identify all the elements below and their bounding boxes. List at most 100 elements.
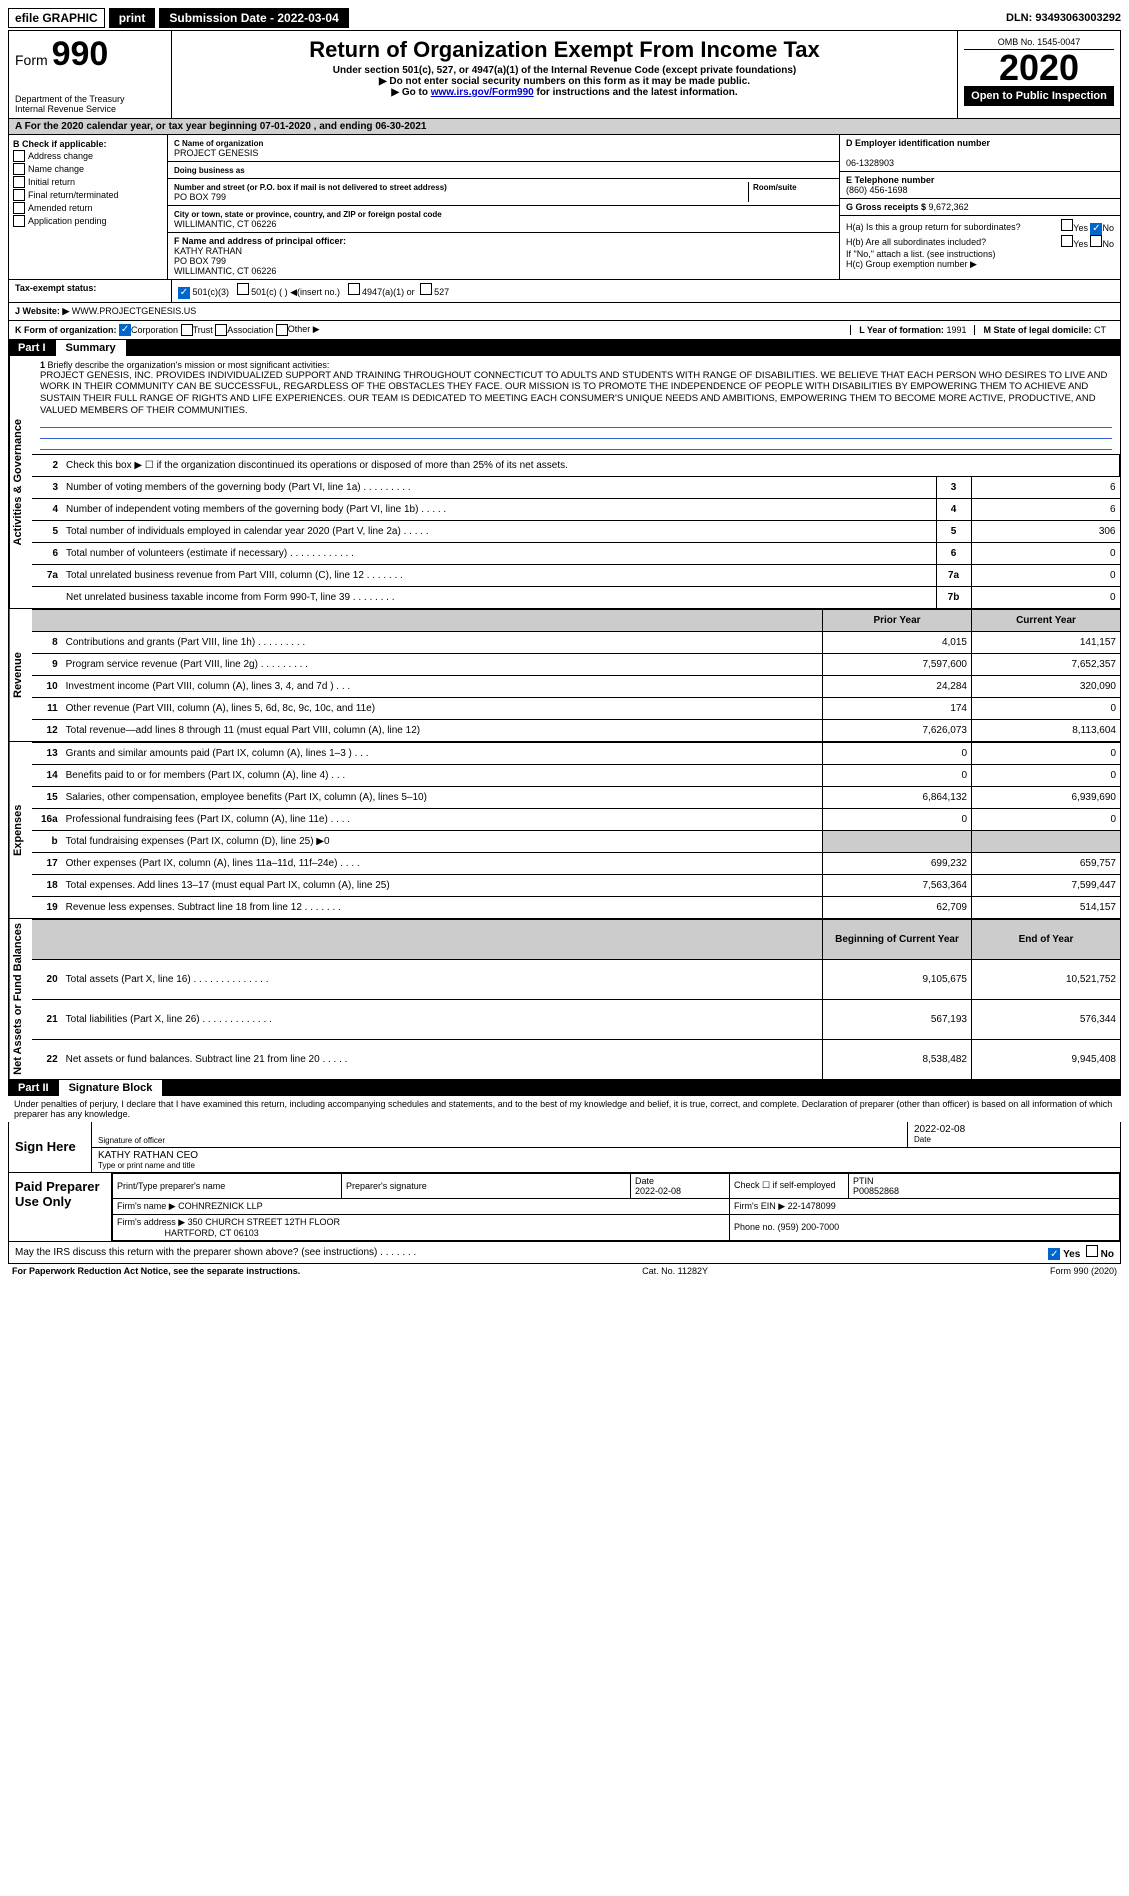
sig-date-label: Date [914,1135,1114,1144]
form-title: Return of Organization Exempt From Incom… [178,37,951,63]
subtitle-1: Under section 501(c), 527, or 4947(a)(1)… [178,65,951,76]
discuss-no[interactable] [1086,1245,1098,1257]
c-name-label: C Name of organization [174,139,263,148]
sig-officer-label: Signature of officer [98,1136,901,1145]
sign-here-label: Sign Here [9,1122,92,1172]
header-mid: Return of Organization Exempt From Incom… [172,31,958,118]
side-exp: Expenses [9,742,32,918]
chk-corp[interactable]: ✓ [119,324,131,336]
table-row: 20Total assets (Part X, line 16) . . . .… [32,960,1120,1000]
sig-name-title: KATHY RATHAN CEO [98,1150,1114,1161]
f-label: F Name and address of principal officer: [174,236,346,246]
table-row: 14Benefits paid to or for members (Part … [32,765,1120,787]
chk-initial-return[interactable] [13,176,25,188]
print-button[interactable]: print [109,8,156,28]
netassets-table: Beginning of Current YearEnd of Year20To… [32,919,1120,1079]
table-row: 3Number of voting members of the governi… [32,477,1120,499]
open-public-badge: Open to Public Inspection [964,86,1114,106]
status-label: Tax-exempt status: [15,283,96,293]
chk-address-change[interactable] [13,150,25,162]
ha-no[interactable]: ✓ [1090,223,1102,235]
part2-header: Part II Signature Block [8,1080,1121,1096]
firm-addr2: HARTFORD, CT 06103 [165,1228,259,1238]
table-row: 15Salaries, other compensation, employee… [32,787,1120,809]
table-row: 2Check this box ▶ ☐ if the organization … [32,455,1120,477]
hb-no[interactable] [1090,235,1102,247]
prep-date: 2022-02-08 [635,1186,681,1196]
netassets-section: Net Assets or Fund Balances Beginning of… [8,919,1121,1080]
header-right: OMB No. 1545-0047 2020 Open to Public In… [958,31,1120,118]
entity-right: D Employer identification number 06-1328… [839,135,1120,279]
room-label: Room/suite [753,183,797,192]
l-label: L Year of formation: [859,325,946,335]
website-label: J Website: ▶ [15,306,69,317]
type-label: Type or print name and title [98,1161,1114,1170]
blue-line [40,417,1112,428]
chk-name-change[interactable] [13,163,25,175]
line1-num: 1 [40,360,45,370]
form-header: Form 990 Department of the Treasury Inte… [8,30,1121,119]
prep-name-hdr: Print/Type preparer's name [113,1173,342,1198]
form990-link[interactable]: www.irs.gov/Form990 [431,87,534,98]
submission-date-button[interactable]: Submission Date - 2022-03-04 [159,8,348,28]
dln-label: DLN: 93493063003292 [1006,12,1121,24]
chk-501c[interactable] [237,283,249,295]
g-gross-label: G Gross receipts $ [846,202,929,212]
street-value: PO BOX 799 [174,192,226,202]
chk-501c3[interactable]: ✓ [178,287,190,299]
part2-num: Part II [8,1080,59,1096]
irs-label: Internal Revenue Service [15,104,165,114]
chk-final-return[interactable] [13,189,25,201]
governance-table: 2Check this box ▶ ☐ if the organization … [32,454,1120,608]
side-net: Net Assets or Fund Balances [9,919,32,1079]
city-value: WILLIMANTIC, CT 06226 [174,219,276,229]
table-row: 12Total revenue—add lines 8 through 11 (… [32,720,1120,742]
check-if-label: B Check if applicable: [13,139,163,149]
website-url: WWW.PROJECTGENESIS.US [72,306,197,316]
hb-yes[interactable] [1061,235,1073,247]
table-row: 5Total number of individuals employed in… [32,521,1120,543]
street-label: Number and street (or P.O. box if mail i… [174,183,447,192]
city-label: City or town, state or province, country… [174,210,442,219]
chk-527[interactable] [420,283,432,295]
h-note: If "No," attach a list. (see instruction… [846,249,1114,259]
chk-app-pending[interactable] [13,215,25,227]
table-hdr: Beginning of Current YearEnd of Year [32,920,1120,960]
discuss-row: May the IRS discuss this return with the… [8,1242,1121,1265]
dept-label: Department of the Treasury [15,94,165,104]
part2-title: Signature Block [59,1080,163,1096]
table-row: 22Net assets or fund balances. Subtract … [32,1040,1120,1079]
form-label: Form [15,52,48,68]
footer-row: For Paperwork Reduction Act Notice, see … [8,1264,1121,1278]
period-bar: A For the 2020 calendar year, or tax yea… [8,119,1121,135]
table-row: 18Total expenses. Add lines 13–17 (must … [32,875,1120,897]
prep-sig-hdr: Preparer's signature [342,1173,631,1198]
part1-header: Part I Summary [8,340,1121,356]
governance-section: Activities & Governance 1 Briefly descri… [8,356,1121,610]
firm-name: COHNREZNICK LLP [178,1201,263,1211]
table-row: 7aTotal unrelated business revenue from … [32,565,1120,587]
entity-mid: C Name of organization PROJECT GENESIS D… [168,135,839,279]
sign-here-block: Sign Here Signature of officer 2022-02-0… [8,1122,1121,1173]
chk-4947[interactable] [348,283,360,295]
chk-amended[interactable] [13,202,25,214]
discuss-yes[interactable]: ✓ [1048,1248,1060,1260]
chk-other[interactable] [276,324,288,336]
pra-notice: For Paperwork Reduction Act Notice, see … [12,1266,300,1276]
ptin-value: P00852868 [853,1186,899,1196]
table-row: 17Other expenses (Part IX, column (A), l… [32,853,1120,875]
org-name: PROJECT GENESIS [174,148,258,158]
website-row: J Website: ▶ WWW.PROJECTGENESIS.US [8,303,1121,321]
side-gov: Activities & Governance [9,356,32,609]
hb-label: H(b) Are all subordinates included? [846,237,1061,247]
form-ref: Form 990 (2020) [1050,1266,1117,1276]
chk-assoc[interactable] [215,324,227,336]
chk-trust[interactable] [181,324,193,336]
cat-no: Cat. No. 11282Y [642,1266,708,1276]
header-left: Form 990 Department of the Treasury Inte… [9,31,172,118]
table-row: 19Revenue less expenses. Subtract line 1… [32,897,1120,919]
ha-yes[interactable] [1061,219,1073,231]
table-row: bTotal fundraising expenses (Part IX, co… [32,831,1120,853]
table-row: 10Investment income (Part VIII, column (… [32,676,1120,698]
phone-value: (860) 456-1698 [846,185,908,195]
